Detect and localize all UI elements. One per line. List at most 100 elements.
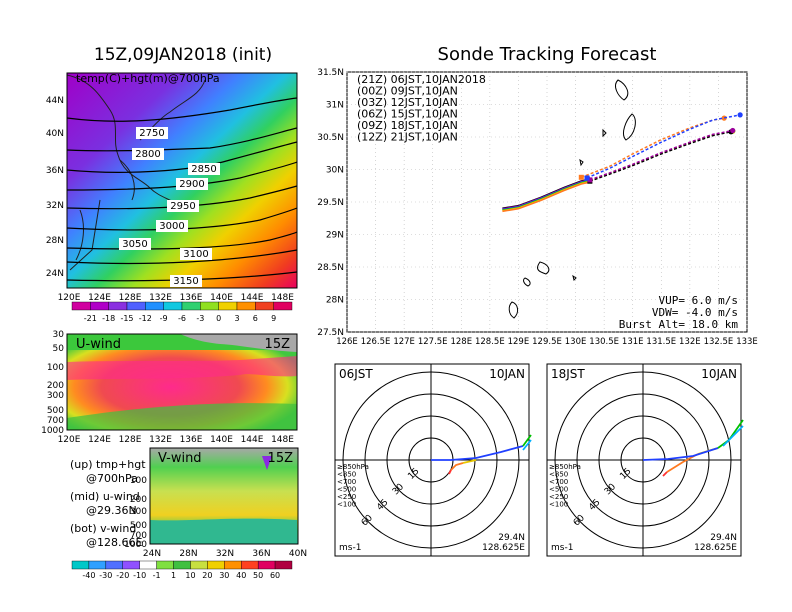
colorbar-label: -3 [196, 314, 204, 323]
lat-tick-label: 28N [179, 549, 197, 559]
colorbar-cell [274, 560, 293, 570]
colorbar-cell [156, 560, 174, 570]
colorbar-cell [190, 560, 208, 570]
contour-label: 3050 [122, 239, 147, 250]
colorbar-label: -6 [178, 314, 186, 323]
colorbar-label: 0 [216, 314, 221, 323]
pressure-tick-label: 300 [47, 391, 64, 401]
contour-label-bg [188, 163, 220, 175]
level-legend-entry: ≥850hPa [549, 463, 581, 471]
colorbar-label: 30 [219, 571, 229, 580]
colorbar-cell [88, 560, 107, 570]
lat-tick-label: 31N [326, 101, 344, 111]
contour-label: 2950 [170, 201, 195, 212]
lon-tick-label: 133E [736, 337, 758, 347]
track-legend-entry: (21Z) 06JST,10JAN2018 [357, 73, 486, 86]
colorbar-label: -10 [133, 571, 146, 580]
hodograph-units: ms-1 [339, 543, 361, 553]
track-legend-entry: (12Z) 21JST,10JAN [357, 131, 458, 144]
lon-tick-label: 127.5E [418, 337, 448, 347]
hodograph-curve [662, 471, 668, 477]
u-wind-grey-layer [180, 334, 297, 352]
lon-tick-label: 140E [210, 293, 233, 303]
colorbar-label: 3 [234, 314, 239, 323]
hodograph-curve [522, 439, 532, 451]
v-wind-purple-patch [262, 456, 272, 470]
colorbar-cell [181, 301, 201, 311]
panel2-lon-ticks: 120E 124E 128E 132E 136E 140E 144E 148E [58, 435, 295, 445]
u-wind-lower-green [67, 403, 297, 430]
pressure-tick-label: 700 [47, 416, 64, 426]
descent-track [589, 129, 733, 181]
lon-tick-label: 129E [508, 337, 530, 347]
lat-tick-label: 28.5N [317, 263, 344, 273]
panel2-frame [66, 333, 298, 431]
ascent-track [502, 181, 591, 213]
lat-tick-label: 30N [326, 166, 344, 176]
contour-label-bg [176, 178, 208, 190]
colorbar-cell [173, 560, 191, 570]
colorbar-cell [90, 301, 109, 311]
panel3-frame [149, 447, 299, 545]
temp-colorbar: -21 -18 -15 -12 -9 -6 -3 0 3 6 9 [71, 301, 293, 323]
v-wind-time: 15Z [268, 451, 294, 466]
temp-map-panel: 2750 2800 2850 2900 2950 3000 3050 3100 3150 tem… [46, 72, 298, 303]
legend-line1b: @700hPa [86, 472, 138, 485]
legend-line3a: (bot) v-wind [70, 522, 136, 535]
pressure-tick-label: 1000 [41, 426, 64, 436]
hodograph-date: 10JAN [489, 367, 525, 381]
colorbar-label: 50 [253, 571, 263, 580]
lon-tick-label: 131.5E [646, 337, 676, 347]
colorbar-label: 6 [253, 314, 258, 323]
lon-tick-label: 128E [119, 293, 142, 303]
colorbar-cell [257, 560, 276, 570]
lon-tick-label: 126.5E [361, 337, 391, 347]
track-legend-entry: (00Z) 09JST,10JAN [357, 85, 458, 98]
panel1-lon-ticks: 120E 124E 128E 132E 136E 140E 144E 148E [58, 293, 295, 303]
colorbar-label: -12 [139, 314, 152, 323]
hodograph-lat: 29.4N [498, 533, 525, 543]
lon-tick-label: 128E [119, 435, 142, 445]
track-legend: (21Z) 06JST,10JAN2018(00Z) 09JST,10JAN (0… [357, 73, 486, 144]
descent-track [589, 131, 732, 182]
v-wind-label: V-wind [158, 451, 202, 466]
lon-tick-label: 140E [210, 435, 233, 445]
legend-line3b: @128.66E [86, 536, 142, 549]
lon-tick-label: 120E [58, 435, 81, 445]
contour-label: 2850 [191, 164, 216, 175]
colorbar-label: 40 [236, 571, 246, 580]
lon-tick-label: 132E [679, 337, 701, 347]
hodograph-lon: 128.625E [694, 543, 737, 553]
track-lines [502, 112, 743, 213]
level-legend-entry: ≥850hPa [337, 463, 369, 471]
v-wind-lower-band [150, 518, 297, 544]
hodograph-curve [448, 469, 452, 475]
contour-label: 2900 [179, 179, 204, 190]
level-legend-entry: <100 [337, 501, 356, 509]
lat-tick-label: 28N [326, 296, 344, 306]
lon-tick-label: 132.5E [704, 337, 734, 347]
lon-tick-label: 148E [271, 435, 294, 445]
pressure-tick-label: 500 [130, 521, 147, 531]
colorbar-label: 10 [185, 571, 195, 580]
track-legend-entry: (09Z) 18JST,10JAN [357, 119, 458, 132]
lon-tick-label: 129.5E [532, 337, 562, 347]
track-lon-ticks: 126E 126.5E 127E 127.5E 128E 128.5E 129E 129.5E… [336, 337, 758, 347]
colorbar-label: -21 [84, 314, 97, 323]
track-grid [346, 71, 748, 333]
lon-tick-label: 124E [88, 435, 111, 445]
legend-line2b: @29.36N [86, 504, 137, 517]
hodograph-date: 10JAN [701, 367, 737, 381]
colorbar-label: -1 [153, 571, 161, 580]
hodograph-curve [462, 459, 477, 464]
contour-label-bg [156, 220, 188, 232]
level-legend-entry: <700 [549, 478, 568, 486]
colorbar-cell [71, 560, 90, 570]
lon-tick-label: 148E [271, 293, 294, 303]
pressure-tick-label: 50 [53, 344, 65, 354]
lat-tick-label: 32N [216, 549, 234, 559]
track-panel: 31.5N 31N 30.5N 30N 29.5N 29N 28.5N 28N 27.5N 12… [317, 68, 758, 347]
hodograph-curve [431, 445, 524, 461]
descent-track [586, 114, 741, 179]
